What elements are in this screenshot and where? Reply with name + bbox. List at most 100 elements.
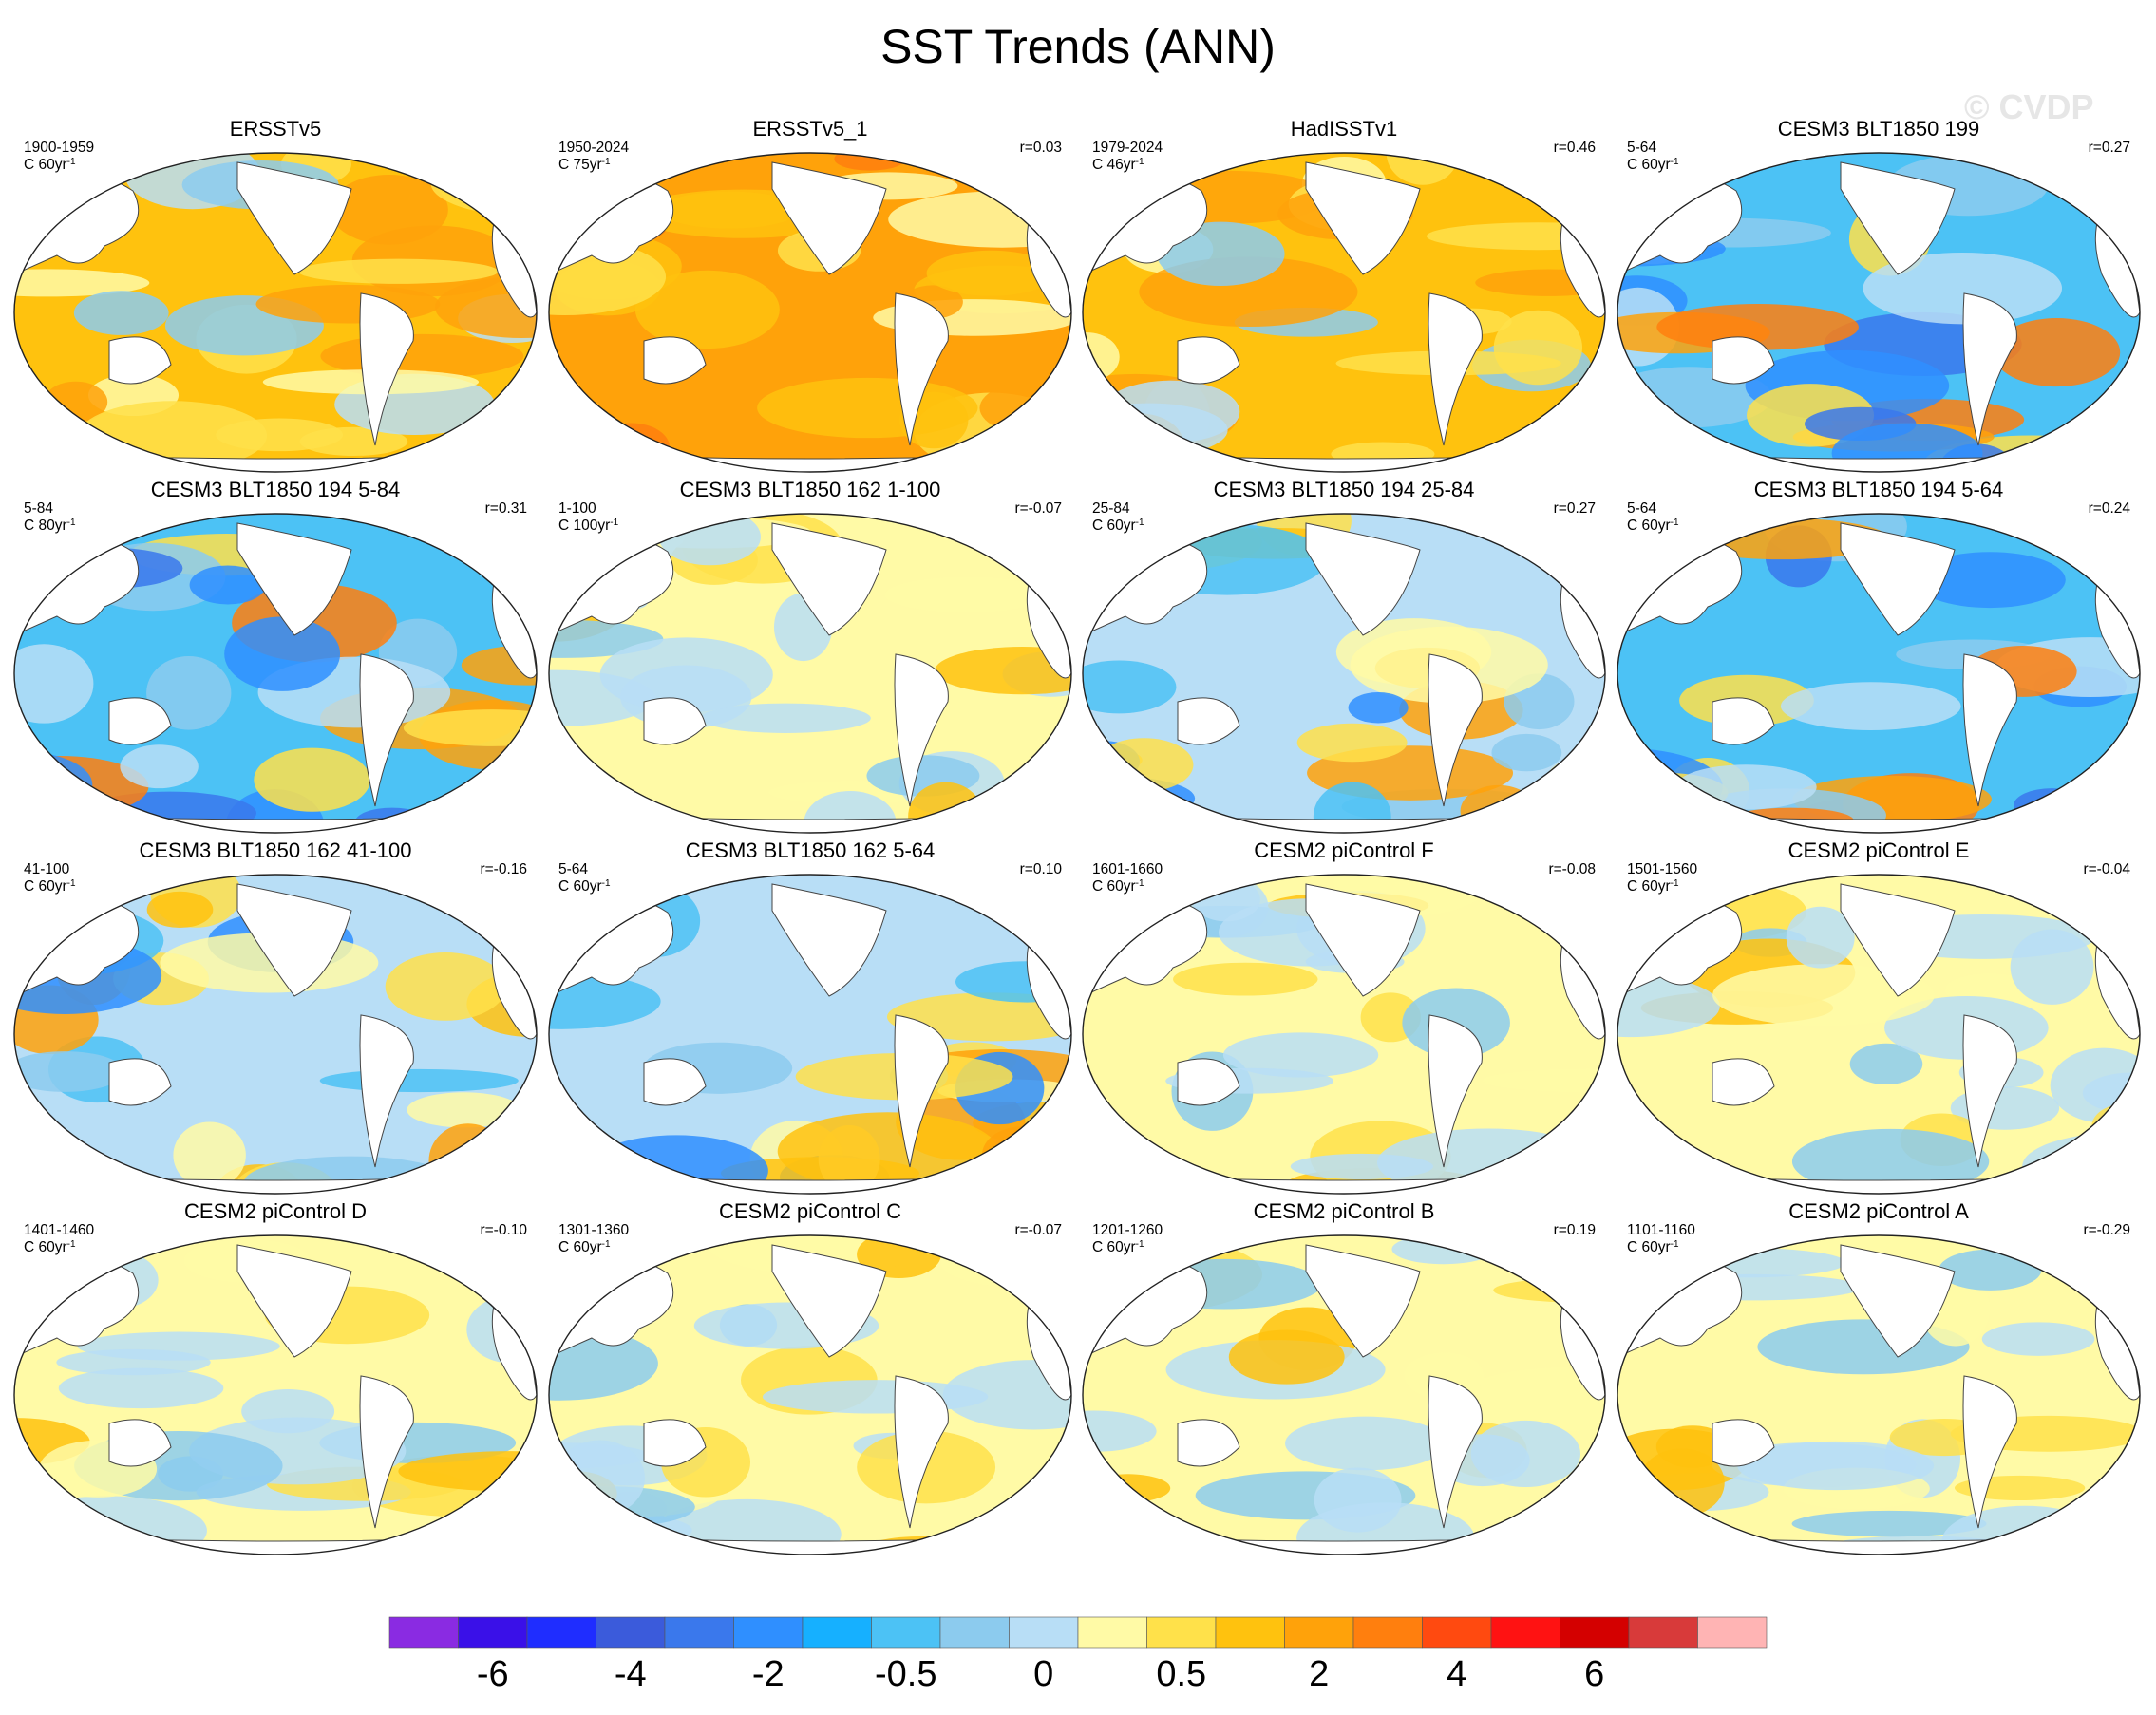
panel-trend-exponent: -1 [1671, 157, 1679, 167]
australia-landmass [1177, 1058, 1240, 1106]
map-panel: CESM3 BLT1850 194 5-64 5-64C 60yr-1 r=0.24 [1617, 478, 2141, 834]
panel-trend-scale: C 60yr-1 [1627, 1239, 1679, 1256]
panel-correlation: r=0.24 [2089, 500, 2131, 517]
map-outline [1082, 513, 1606, 834]
panel-trend-exponent: -1 [1671, 1239, 1679, 1250]
colorbar-swatch [733, 1616, 804, 1649]
trend-anomaly-patch [659, 191, 800, 229]
colorbar-swatch [1009, 1616, 1079, 1649]
trend-anomaly-patch [599, 637, 773, 713]
colorbar-swatch [1284, 1616, 1354, 1649]
map-outline [548, 1234, 1072, 1555]
trend-anomaly-patch [56, 1348, 211, 1376]
colorbar-swatch [1628, 1616, 1698, 1649]
colorbar-tick-label: -4 [615, 1654, 647, 1694]
north-america-landmass [771, 522, 887, 636]
colorbar-swatch [1146, 1616, 1217, 1649]
north-america-landmass [1840, 522, 1956, 636]
panel-correlation: r=-0.29 [2083, 1222, 2130, 1238]
south-america-landmass [359, 1014, 414, 1168]
colorbar-swatch [664, 1616, 734, 1649]
panel-correlation: r=0.31 [485, 500, 527, 517]
panel-correlation: r=-0.16 [480, 861, 527, 877]
trend-anomaly-patch [1314, 1467, 1402, 1533]
australia-landmass [1712, 1419, 1775, 1467]
south-america-landmass [359, 653, 414, 807]
trend-anomaly-patch [58, 1367, 224, 1409]
australia-landmass [1177, 697, 1240, 745]
colorbar-tick-label: 6 [1584, 1654, 1604, 1694]
trend-anomaly-patch [926, 250, 1056, 296]
colorbar-swatch [1560, 1616, 1630, 1649]
australia-landmass [108, 336, 172, 385]
colorbar-swatch [1490, 1616, 1560, 1649]
trend-anomaly-patch [254, 747, 370, 812]
panel-trend-exponent: -1 [602, 1239, 611, 1250]
trend-anomaly-patch [942, 1360, 1071, 1430]
panel-trend-exponent: -1 [1671, 878, 1679, 889]
colorbar-tick-label: -6 [477, 1654, 509, 1694]
panel-trend-exponent: -1 [1136, 518, 1144, 528]
panel-period: 5-84 [24, 500, 53, 517]
australia-landmass [643, 336, 707, 385]
trend-anomaly-patch [1981, 1322, 2095, 1356]
panel-period: 25-84 [1092, 500, 1130, 517]
panel-title: CESM3 BLT1850 194 5-84 [151, 478, 401, 501]
south-america-landmass [1428, 653, 1483, 807]
panel-period: 1-100 [558, 500, 596, 517]
north-america-landmass [1305, 883, 1421, 997]
trend-anomaly-patch [1863, 252, 2062, 325]
trend-anomaly-patch [1470, 1420, 1581, 1487]
panel-title: CESM2 piControl A [1788, 1199, 1969, 1223]
trend-anomaly-patch [1083, 660, 1177, 714]
trend-anomaly-patch [297, 258, 499, 284]
panel-trend-scale: C 60yr-1 [1092, 1239, 1144, 1256]
colorbar-tick-label: -0.5 [875, 1654, 936, 1694]
colorbar-tick-label: 2 [1309, 1654, 1329, 1694]
trend-anomaly-patch [14, 269, 150, 297]
map-outline [13, 513, 538, 834]
panel-trend-scale: C 60yr-1 [1627, 157, 1679, 174]
north-america-landmass [1840, 161, 1956, 275]
trend-anomaly-patch [1791, 1128, 1990, 1194]
trend-anomaly-patch [777, 1112, 998, 1191]
trend-anomaly-patch [1083, 1410, 1157, 1452]
panel-period: 5-64 [1627, 500, 1656, 517]
trend-anomaly-patch [634, 270, 780, 349]
panel-title: CESM2 piControl C [719, 1199, 901, 1223]
trend-anomaly-patch [1786, 906, 1855, 969]
panel-trend-exponent: -1 [1136, 878, 1144, 889]
panel-trend-exponent: -1 [1136, 157, 1144, 167]
figure-title: SST Trends (ANN) [880, 20, 1276, 73]
panel-trend-exponent: -1 [602, 878, 611, 889]
panel-trend-scale: C 80yr-1 [24, 518, 76, 535]
north-america-landmass [771, 1244, 887, 1358]
trend-anomaly-patch [1617, 974, 1720, 1038]
panel-trend-scale: C 100yr-1 [558, 518, 619, 535]
north-america-landmass [771, 883, 887, 997]
trend-anomaly-patch [1737, 1441, 1935, 1491]
colorbar-swatch [1422, 1616, 1492, 1649]
trend-anomaly-patch [1849, 1043, 1923, 1085]
trend-anomaly-patch [549, 972, 661, 1029]
north-america-landmass [771, 161, 887, 275]
panel-period: 1900-1959 [24, 140, 94, 156]
trend-anomaly-patch [1296, 723, 1408, 763]
trend-anomaly-patch [224, 616, 341, 691]
trend-anomaly-patch [1712, 964, 1935, 1027]
panel-title: CESM3 BLT1850 162 1-100 [680, 478, 941, 501]
panel-title: CESM3 BLT1850 199 [1778, 117, 1979, 141]
north-america-landmass [236, 161, 352, 275]
trend-anomaly-patch [1222, 1032, 1379, 1078]
trend-anomaly-patch [884, 576, 1050, 613]
colorbar-swatch [526, 1616, 596, 1649]
trend-anomaly-patch [216, 418, 344, 452]
map-outline [1617, 1234, 2141, 1555]
map-outline [1082, 152, 1606, 473]
australia-landmass [643, 1419, 707, 1467]
map-outline [548, 513, 1072, 834]
south-america-landmass [1962, 1014, 2017, 1168]
colorbar-tick-label: -2 [752, 1654, 785, 1694]
